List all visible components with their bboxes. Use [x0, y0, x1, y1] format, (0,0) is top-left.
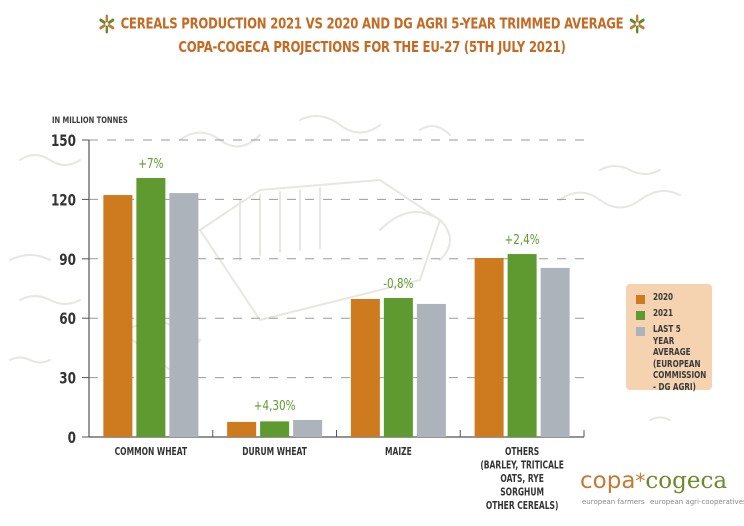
bar	[474, 258, 504, 437]
flower-icon	[630, 14, 645, 34]
legend-item-2021: 2021	[636, 308, 723, 320]
legend: 2020 2021 LAST 5 YEAR AVERAGE (EUROPEAN …	[626, 284, 712, 393]
y-tick-label: 150	[51, 132, 76, 150]
legend-swatch-average	[636, 327, 645, 336]
data-label: +4,30%	[254, 398, 296, 413]
x-tick-label: OTHER CEREALS)	[486, 501, 559, 512]
flower-icon	[99, 14, 114, 34]
x-tick-label: OTHERS	[505, 447, 539, 458]
data-label: +2,4%	[505, 232, 540, 247]
legend-swatch-2021	[636, 311, 645, 320]
bar	[103, 195, 133, 437]
bar	[383, 298, 413, 437]
logo-copa-tagline: european farmers	[582, 498, 645, 506]
x-tick-label: SORGHUM	[500, 487, 544, 498]
logo-cogeca: cogeca	[645, 468, 728, 494]
bar	[136, 178, 166, 438]
legend-swatch-2020	[636, 295, 645, 304]
y-axis-label: IN MILLION TONNES	[52, 116, 128, 126]
bar	[416, 303, 446, 437]
bar	[227, 421, 257, 437]
bar	[507, 254, 537, 437]
x-tick-label: (BARLEY, TRITICALE	[480, 460, 564, 471]
data-label: +7%	[138, 156, 163, 171]
legend-item-average: LAST 5 YEAR AVERAGE (EUROPEAN COMMISSION…	[636, 324, 723, 393]
title-text: CEREALS PRODUCTION 2021 VS 2020 AND DG A…	[120, 14, 624, 33]
chart-title: CEREALS PRODUCTION 2021 VS 2020 AND DG A…	[82, 14, 662, 34]
bar	[350, 298, 380, 437]
x-tick-label: COMMON WHEAT	[115, 447, 188, 458]
legend-label: LAST 5 YEAR AVERAGE (EUROPEAN COMMISSION…	[653, 324, 707, 393]
bar	[169, 193, 199, 437]
y-tick-label: 0	[68, 429, 76, 447]
legend-item-2020: 2020	[636, 292, 723, 304]
y-tick-label: 90	[59, 251, 76, 269]
y-tick-label: 120	[51, 192, 76, 210]
x-tick-label: DURUM WHEAT	[242, 447, 307, 458]
copa-cogeca-logo: copa*cogeca european farmers european ag…	[580, 468, 744, 506]
legend-label: 2021	[653, 308, 674, 319]
logo-star-icon: *	[635, 469, 646, 493]
bar	[540, 267, 570, 437]
x-tick-label: MAIZE	[385, 447, 412, 458]
chart-subtitle: COPA-COGECA PROJECTIONS FOR THE EU-27 (5…	[178, 38, 566, 56]
bar	[260, 421, 290, 437]
bar	[293, 419, 323, 437]
legend-label: 2020	[653, 292, 674, 303]
data-label: -0,8%	[383, 276, 413, 291]
y-tick-label: 30	[59, 370, 76, 388]
logo-copa: copa	[580, 468, 636, 494]
y-tick-label: 60	[59, 311, 76, 329]
logo-cogeca-tagline: european agri-cooperatives	[650, 498, 744, 506]
x-tick-label: OATS, RYE	[500, 474, 544, 485]
